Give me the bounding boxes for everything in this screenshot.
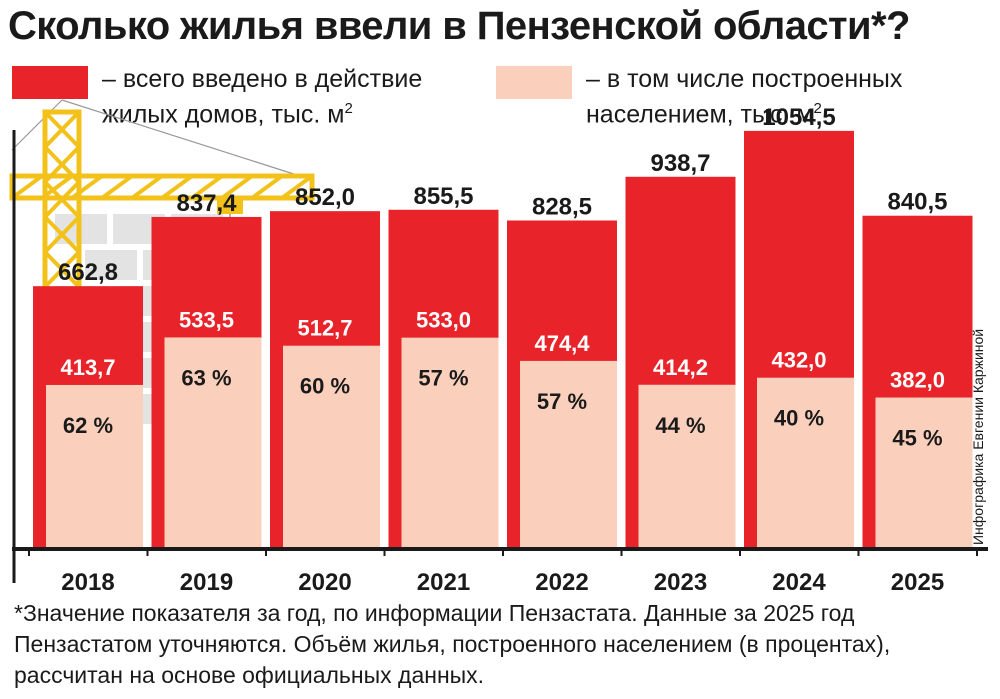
data-label-population-2025: 382,0 (890, 368, 945, 393)
crane-jib-brace (160, 174, 194, 200)
percent-label-2023: 44 % (655, 413, 705, 438)
crane-tower-brace (43, 110, 81, 149)
data-label-population-2018: 413,7 (60, 355, 115, 380)
x-tick-label-2025: 2025 (891, 569, 944, 596)
crane-jib-brace (190, 174, 224, 200)
crane-jib-brace (10, 174, 44, 200)
data-label-total-2019: 837,4 (176, 190, 237, 217)
x-tick-label-2024: 2024 (772, 569, 826, 596)
legend-label-total-line2: жилых домов, тыс. м2 (102, 100, 353, 129)
credit-text: Инфографика Евгении Каржиной (970, 328, 986, 545)
bar-population-2019 (164, 337, 262, 549)
legend-label-population: – в том числе построенных населением, ты… (586, 64, 902, 129)
x-tick-label-2023: 2023 (654, 569, 707, 596)
data-label-total-2022: 828,5 (532, 193, 592, 220)
legend-label-total: – всего введено в действие жилых домов, … (102, 64, 422, 129)
footnote: *Значение показателя за год, по информац… (14, 600, 891, 688)
crane-decoration (9, 99, 315, 361)
crane-jib-brace (280, 174, 314, 200)
data-label-population-2019: 533,5 (179, 307, 234, 332)
bar-population-2020 (283, 345, 380, 549)
data-label-total-2025: 840,5 (887, 189, 947, 216)
crane-tower-brace (43, 250, 81, 289)
bar-population-2021 (401, 337, 499, 549)
x-tick-label-2022: 2022 (535, 569, 588, 596)
bar-population-2023 (638, 384, 736, 549)
crane-cable (11, 99, 63, 151)
crane-jib-brace (70, 174, 104, 200)
crane-jib-brace (40, 174, 74, 200)
x-tick-label-2019: 2019 (180, 569, 233, 596)
x-tick-label-2021: 2021 (417, 569, 470, 596)
x-tick-label-2018: 2018 (61, 569, 114, 596)
percent-label-2025: 45 % (892, 426, 942, 451)
bar-population-2018 (46, 384, 143, 549)
percent-label-2018: 62 % (63, 413, 113, 438)
percent-label-2019: 63 % (181, 365, 231, 390)
data-label-total-2023: 938,7 (650, 150, 710, 177)
crane-jib-brace (100, 174, 134, 200)
crane-tower-brace (43, 215, 81, 254)
data-label-total-2020: 852,0 (295, 184, 355, 211)
bars-group: 662,8 413,7 62 % 2018 837,4 533,5 63 % 2019 852,… (33, 104, 973, 596)
percent-label-2024: 40 % (774, 406, 824, 431)
percent-label-2021: 57 % (418, 366, 468, 391)
data-label-population-2023: 414,2 (653, 355, 708, 380)
data-label-total-2024: 1054,5 (762, 104, 835, 131)
data-label-total-2018: 662,8 (58, 259, 118, 286)
x-tick-label-2020: 2020 (298, 569, 351, 596)
percent-label-2022: 57 % (537, 389, 587, 414)
axes-group (12, 130, 988, 583)
bar-population-2025 (875, 397, 973, 549)
bar-population-2022 (520, 360, 617, 549)
crane-trolley (217, 198, 243, 214)
legend-swatch-population (496, 66, 572, 99)
data-label-population-2022: 474,4 (534, 331, 590, 356)
crane-cable (61, 99, 301, 177)
brick-icon (85, 250, 137, 280)
data-label-population-2024: 432,0 (771, 348, 826, 373)
data-label-population-2021: 533,0 (416, 308, 471, 333)
crane-jib-brace (130, 174, 164, 200)
data-label-population-2020: 512,7 (297, 316, 352, 341)
crane-jib-brace (250, 174, 284, 200)
legend-label-population-line2: населением, тыс. м2 (586, 100, 822, 129)
percent-label-2020: 60 % (300, 374, 350, 399)
bar-population-2024 (757, 377, 854, 549)
chart-title: Сколько жилья ввели в Пензенской области… (8, 4, 910, 48)
data-label-total-2021: 855,5 (413, 183, 473, 210)
crane-jib-brace (220, 174, 254, 200)
legend-label-total-line1: – всего введено в действие (102, 65, 423, 93)
legend-swatch-total (12, 66, 88, 99)
legend-label-population-line1: – в том числе построенных (586, 65, 903, 93)
